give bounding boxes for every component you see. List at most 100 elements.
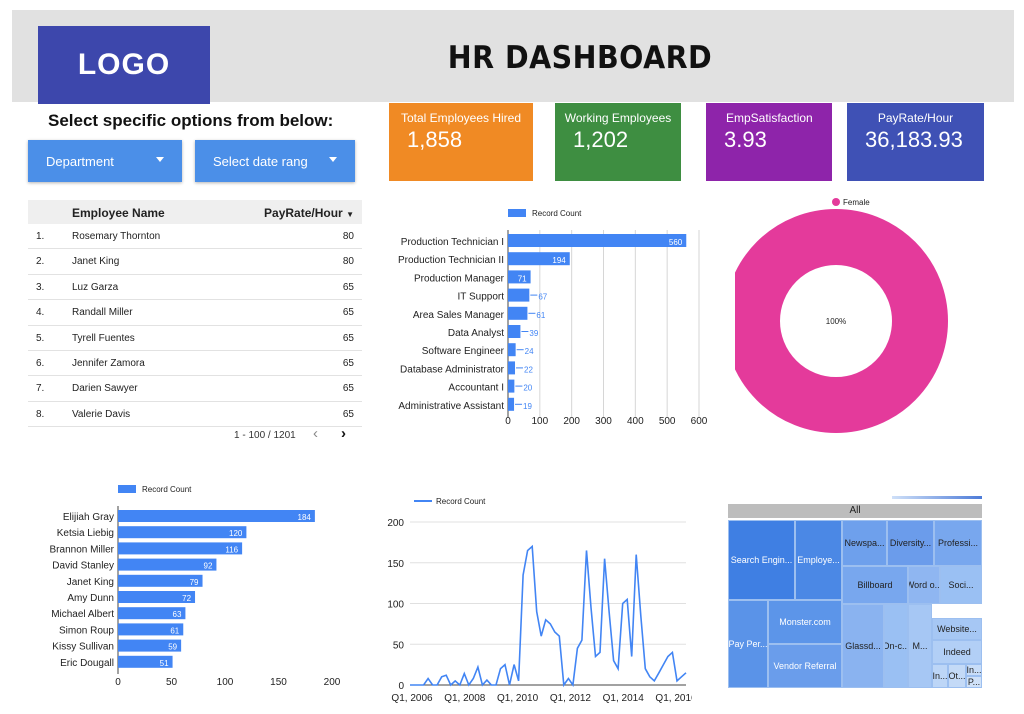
bar-value-label: 67 xyxy=(538,293,547,302)
treemap-cell[interactable]: Soci... xyxy=(940,566,982,604)
employee-name-cell: Tyrell Fuentes xyxy=(72,332,135,344)
bar-value-label: 22 xyxy=(524,365,533,374)
legend-swatch xyxy=(832,198,840,206)
bar xyxy=(118,526,247,539)
bar xyxy=(508,306,528,320)
payrate-cell: 65 xyxy=(342,281,354,293)
department-dropdown[interactable]: Department xyxy=(28,140,182,182)
table-row[interactable]: 2. Janet King 80 xyxy=(28,249,362,275)
category-label: Database Administrator xyxy=(400,364,505,375)
treemap-cell[interactable]: Professi... xyxy=(934,520,982,566)
treemap-cell[interactable]: Billboard xyxy=(842,566,908,604)
date-range-dropdown-label: Select date rang xyxy=(213,153,308,169)
bar-value-label: 61 xyxy=(170,626,179,635)
kpi-value: 1,858 xyxy=(407,127,463,152)
treemap-cell[interactable]: Word o... xyxy=(908,566,940,604)
x-tick-label: 300 xyxy=(595,416,612,427)
category-label: Elijiah Gray xyxy=(63,512,114,523)
treemap-cell[interactable]: Ot... xyxy=(948,664,966,688)
payrate-cell: 65 xyxy=(342,332,354,344)
category-label: Data Analyst xyxy=(448,328,504,339)
chevron-right-icon[interactable]: › xyxy=(341,425,346,442)
employee-record-count-chart: Record Count 0 50 100 150 200 Elijiah Gray 184 K… xyxy=(50,485,341,688)
category-label: Software Engineer xyxy=(422,346,505,357)
treemap-cell[interactable]: Diversity... xyxy=(887,520,934,566)
kpi-label: EmpSatisfaction xyxy=(726,111,813,125)
treemap-cell[interactable]: Indeed xyxy=(932,640,982,664)
payrate-cell: 65 xyxy=(342,357,354,369)
legend-label: Record Count xyxy=(142,485,192,494)
table-row[interactable]: 1. Rosemary Thornton 80 xyxy=(28,224,362,250)
category-label: Production Manager xyxy=(414,273,505,284)
bar xyxy=(508,397,515,411)
payrate-cell: 80 xyxy=(342,231,354,242)
x-tick-label: Q1, 2016 xyxy=(655,693,692,704)
x-tick-label: 600 xyxy=(691,416,708,427)
kpi-working-employees: Working Employees 1,202 xyxy=(555,103,681,181)
x-tick-label: 200 xyxy=(563,416,580,427)
bar xyxy=(508,325,521,338)
y-tick-label: 200 xyxy=(387,518,404,529)
logo: LOGO xyxy=(38,26,210,104)
kpi-label: Working Employees xyxy=(564,111,672,125)
treemap-cell[interactable]: In... xyxy=(966,664,982,676)
treemap-cell[interactable]: Newspa... xyxy=(842,520,887,566)
slice-label: 100% xyxy=(826,317,846,326)
treemap-cell[interactable]: Pay Per... xyxy=(728,600,768,688)
treemap-cell[interactable]: Website... xyxy=(932,618,982,640)
employee-name-cell: Rosemary Thornton xyxy=(72,231,161,242)
category-label: Ketsia Liebig xyxy=(57,528,114,539)
treemap-cell[interactable]: In... xyxy=(932,664,948,688)
category-label: Administrative Assistant xyxy=(398,401,504,412)
table-row[interactable]: 4. Randall Miller 65 xyxy=(28,300,362,326)
x-tick-label: 100 xyxy=(217,677,234,688)
column-header-employee-name[interactable]: Employee Name xyxy=(72,206,165,220)
kpi-label: Total Employees Hired xyxy=(400,111,522,125)
bar-value-label: 184 xyxy=(298,513,312,522)
x-tick-label: 500 xyxy=(659,416,676,427)
category-label: Accountant I xyxy=(448,383,504,394)
bar-value-label: 63 xyxy=(173,610,182,619)
bar xyxy=(118,655,173,668)
treemap-cell[interactable]: P... xyxy=(966,676,982,688)
x-tick-label: 0 xyxy=(115,677,121,688)
bar-value-label: 39 xyxy=(529,329,538,338)
table-row[interactable]: 6. Jennifer Zamora 65 xyxy=(28,351,362,377)
y-tick-label: 150 xyxy=(387,559,404,570)
bar xyxy=(508,361,516,375)
category-label: Eric Dougall xyxy=(60,658,114,669)
row-index: 5. xyxy=(36,332,45,344)
x-tick-label: Q1, 2008 xyxy=(444,693,486,704)
chevron-left-icon[interactable]: ‹ xyxy=(313,425,318,442)
payrate-cell: 80 xyxy=(342,256,354,268)
bar xyxy=(508,252,570,266)
treemap-root-label: All xyxy=(728,504,982,518)
column-header-payrate[interactable]: PayRate/Hour ▼ xyxy=(264,206,354,220)
treemap-cell[interactable]: Glassd... xyxy=(842,604,884,688)
treemap-cell[interactable]: Employe... xyxy=(795,520,842,600)
table-row[interactable]: 5. Tyrell Fuentes 65 xyxy=(28,326,362,351)
x-tick-label: 200 xyxy=(324,677,341,688)
treemap-cell[interactable]: Search Engin... xyxy=(728,520,795,600)
treemap-cell[interactable]: Vendor Referral xyxy=(768,644,842,688)
position-record-count-chart: Record Count 0 100 200 300 400 500 600 Productio… xyxy=(398,209,708,427)
date-range-dropdown[interactable]: Select date rang xyxy=(195,140,355,182)
category-label: Janet King xyxy=(67,577,114,588)
kpi-value: 3.93 xyxy=(724,127,767,152)
bar-value-label: 116 xyxy=(225,545,238,554)
x-tick-label: 50 xyxy=(166,677,178,688)
category-label: Amy Dunn xyxy=(67,593,114,604)
table-row[interactable]: 7. Darien Sawyer 65 xyxy=(28,376,362,402)
employee-name-cell: Luz Garza xyxy=(72,281,119,293)
employee-name-cell: Randall Miller xyxy=(72,307,133,319)
treemap-color-scale xyxy=(892,496,982,499)
treemap-cell[interactable]: Monster.com xyxy=(768,600,842,644)
x-tick-label: Q1, 2014 xyxy=(603,693,645,704)
table-row[interactable]: 8. Valerie Davis 65 xyxy=(28,402,362,428)
bar xyxy=(118,542,243,555)
bar-value-label: 19 xyxy=(523,402,532,411)
treemap-cell[interactable]: M... xyxy=(908,604,932,688)
recruitment-source-treemap: All Search Engin... Employe... Newspa... Di… xyxy=(728,496,982,692)
table-row[interactable]: 3. Luz Garza 65 xyxy=(28,275,362,301)
treemap-cell[interactable]: On-c... xyxy=(884,604,908,688)
